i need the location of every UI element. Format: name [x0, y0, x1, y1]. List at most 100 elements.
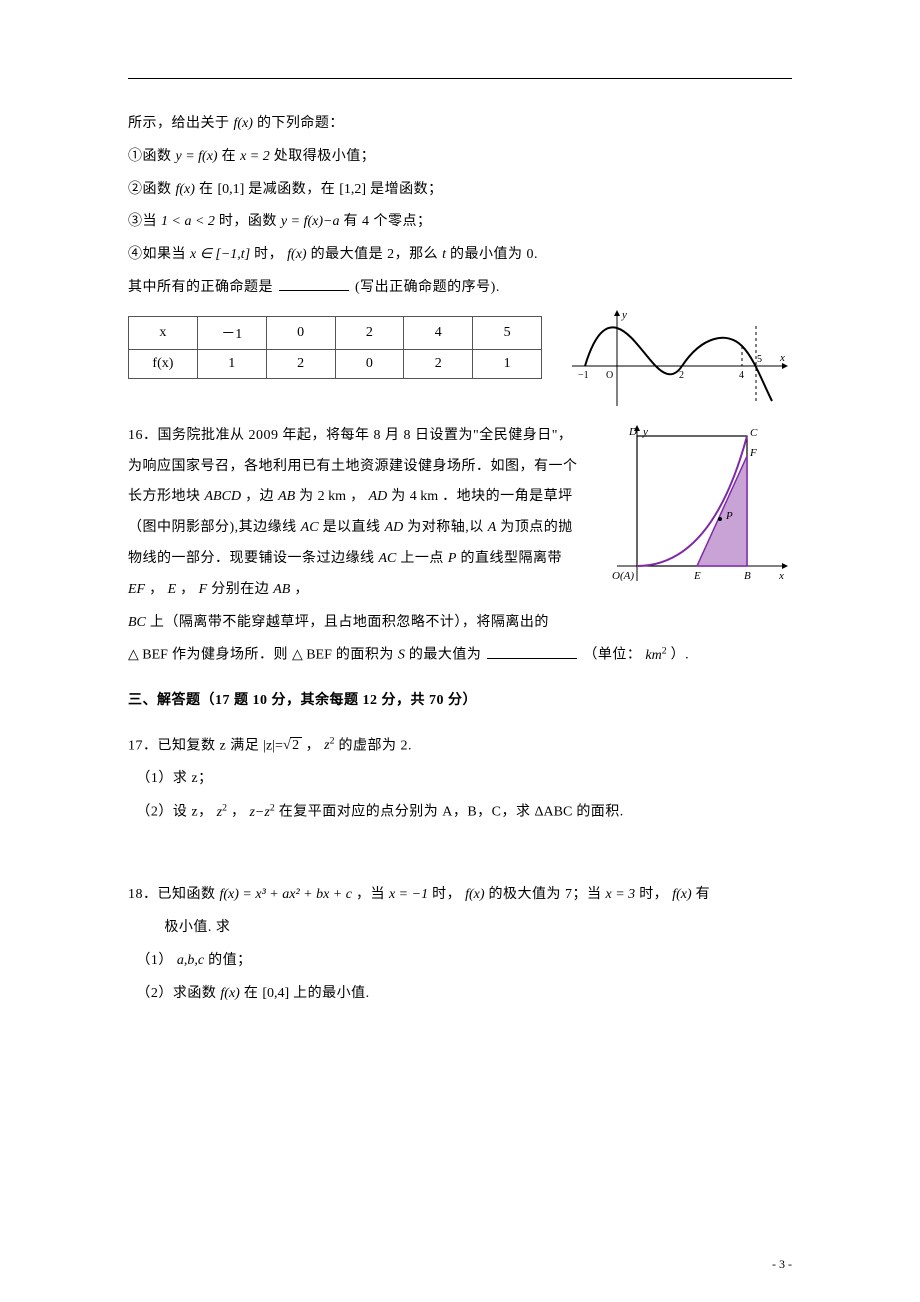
table-cell: f(x) [129, 349, 198, 378]
q15-tail-b: (写出正确命题的序号). [355, 280, 500, 295]
q16-ad2: AD [385, 520, 404, 535]
question-18: 18．已知函数 f(x) = x³ + ax² + bx + c ，当 x = … [128, 880, 792, 1009]
tick-4: 4 [739, 370, 744, 381]
q18-fx1: f(x) [465, 887, 484, 902]
svg-text:B: B [744, 570, 751, 582]
q16-m4: 是以直线 [323, 520, 381, 535]
section-3-heading: 三、解答题（17 题 10 分，其余每题 12 分，共 70 分） [128, 686, 792, 717]
q15-line0a: 所示，给出关于 [128, 116, 230, 131]
q18-hg: 极小值. 求 [128, 913, 792, 944]
question-16-body: 16．国务院批准从 2009 年起，将每年 8 月 8 日设置为"全民健身日"，… [128, 421, 582, 641]
q15-i4-t: t [442, 247, 446, 262]
q15-i2d: 是增函数； [370, 182, 443, 197]
q17-sqrt2: 2 [290, 737, 302, 753]
x-axis-label: x [779, 352, 785, 364]
q17-head-a: 17．已知复数 z 满足 [128, 738, 259, 753]
q15-i4a: ④如果当 [128, 247, 186, 262]
q16-bef-c: 的最大值为 [409, 648, 482, 663]
q18-hf: 有 [696, 887, 711, 902]
svg-text:O(A): O(A) [612, 570, 634, 582]
q16-BC: BC [128, 615, 146, 630]
q16-m7: 上一点 [400, 551, 444, 566]
q15-i4c: 的最大值是 2，那么 [311, 247, 439, 262]
q18-he: 时， [639, 887, 668, 902]
q15-i2c: 是减函数，在 [248, 182, 335, 197]
q15-i2-12: [1,2] [339, 182, 366, 197]
q15-i1a: ①函数 [128, 149, 172, 164]
q18-x3: x = 3 [606, 887, 636, 902]
svg-text:E: E [693, 570, 701, 582]
q18-fxdef: f(x) = x³ + ax² + bx + c [220, 887, 352, 902]
svg-text:F: F [749, 447, 757, 459]
q15-i4-fx: f(x) [287, 247, 306, 262]
table-cell: －1 [197, 316, 266, 349]
q16-answer-blank [487, 644, 577, 659]
q17-p2c: 在复平面对应的点分别为 A，B，C，求 [279, 805, 531, 820]
q16-abcd: ABCD [205, 489, 242, 504]
q15-i1c: 处取得极小值； [274, 149, 376, 164]
q15-i1-yfx: y = f(x) [176, 149, 218, 164]
q18-hb: ，当 [356, 887, 385, 902]
q16-m2b: 为 [391, 489, 406, 504]
q15-i3c: 有 4 个零点； [343, 214, 431, 229]
q16-bef-b: 的面积为 [336, 648, 394, 663]
q16-4km: 4 km [410, 489, 438, 504]
q18-p1b: 的值； [208, 953, 252, 968]
q17-z2: z2 [324, 738, 334, 753]
q15-i4d: 的最小值为 0. [450, 247, 538, 262]
q16-m1: ，边 [245, 489, 274, 504]
q18-ha: 18．已知函数 [128, 887, 216, 902]
svg-text:D: D [628, 426, 637, 438]
svg-text:y: y [642, 426, 648, 438]
q18-xm1: x = −1 [389, 887, 428, 902]
q17-modz: |z|= [263, 738, 283, 753]
q15-data-table: x－10245 f(x)12021 [128, 316, 542, 379]
q16-comma2: ， [149, 582, 164, 597]
header-rule [128, 78, 792, 79]
q15-fx: f(x) [234, 116, 253, 131]
q16-unit-b: ）. [671, 648, 690, 663]
q16-F: F [199, 582, 208, 597]
q16-S: S [398, 648, 405, 663]
q16-tri2: △ BEF [292, 648, 332, 663]
q16-comma3: ， [180, 582, 195, 597]
q15-i3a: ③当 [128, 214, 157, 229]
table-cell: 0 [266, 316, 335, 349]
table-cell: 5 [473, 316, 542, 349]
q15-answer-blank [279, 276, 349, 291]
q17-z2b: z2 [217, 805, 227, 820]
q16-P: P [448, 551, 457, 566]
tick-5: 5 [757, 354, 762, 365]
q16-comma4: ， [294, 582, 309, 597]
q15-i3b: 时，函数 [219, 214, 277, 229]
svg-text:C: C [750, 427, 758, 439]
svg-text:P: P [725, 510, 733, 522]
q16-m10: 上（隔离带不能穿越草坪，且占地面积忽略不计），将隔离出的 [150, 615, 549, 630]
svg-text:x: x [778, 570, 784, 582]
q18-abc: a,b,c [177, 953, 204, 968]
q18-p2c: 上的最小值. [293, 986, 370, 1001]
q15-i3-range: 1 < a < 2 [161, 214, 215, 229]
q18-p2b: 在 [244, 986, 259, 1001]
q16-2km: 2 km [318, 489, 346, 504]
table-cell: x [129, 316, 198, 349]
q17-p2b: ， [231, 805, 246, 820]
q15-line0b: 的下列命题： [257, 116, 344, 131]
table-cell: 2 [335, 316, 404, 349]
q16-AB2: AB [273, 582, 290, 597]
q16-ac: AC [301, 520, 319, 535]
table-row: x－10245 [129, 316, 542, 349]
q15-i2-01: [0,1] [217, 182, 244, 197]
q17-p2a: （2）设 z， [136, 805, 212, 820]
question-15-body: 所示，给出关于 f(x) 的下列命题： ①函数 y = f(x) 在 x = 2… [128, 109, 792, 304]
q18-fx3: f(x) [220, 986, 239, 1001]
origin-label: O [606, 370, 613, 381]
q15-graph: y x −1 O 2 4 5 [562, 306, 792, 421]
q16-m5: 为对称轴,以 [407, 520, 484, 535]
q16-bef-a: 作为健身场所．则 [172, 648, 288, 663]
q16-E: E [168, 582, 177, 597]
question-17: 17．已知复数 z 满足 |z|=2 ， z2 的虚部为 2. （1）求 z； … [128, 731, 792, 829]
table-cell: 4 [404, 316, 473, 349]
q16-m8: 的直线型隔离带 [460, 551, 562, 566]
q15-i4b: 时， [254, 247, 283, 262]
